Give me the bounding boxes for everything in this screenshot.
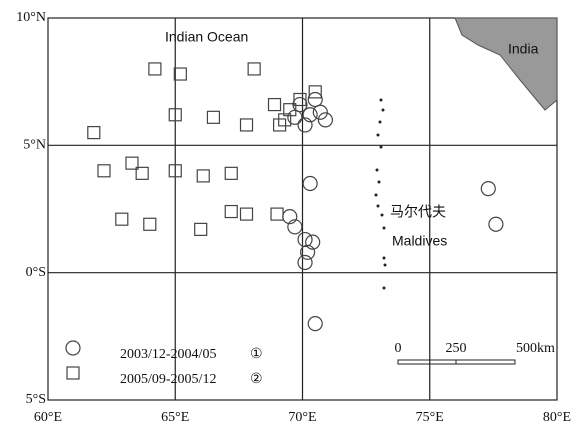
- data-point: [287, 219, 303, 235]
- data-point: [480, 181, 496, 197]
- data-point: [307, 91, 323, 108]
- data-point: [297, 117, 313, 133]
- data-point: [148, 62, 162, 76]
- data-point: [283, 103, 297, 117]
- annotation: Maldives: [392, 233, 447, 249]
- data-point: [302, 107, 318, 123]
- legend-label: 2003/12-2004/05: [120, 347, 216, 362]
- annotation: 马尔代夫: [390, 204, 446, 220]
- data-point: [297, 254, 313, 271]
- x-tick-label: 75°E: [416, 410, 444, 425]
- data-point: [97, 164, 111, 178]
- data-point: [267, 97, 282, 112]
- data-point: [292, 96, 308, 113]
- data-point: [305, 234, 321, 250]
- data-point: [299, 244, 316, 260]
- data-point: [247, 62, 261, 76]
- data-point: [272, 118, 287, 132]
- annotation: India: [508, 41, 539, 57]
- y-tick-label: 0°S: [26, 265, 46, 280]
- data-point: [168, 108, 182, 122]
- annotation: Indian Ocean: [165, 29, 248, 45]
- maldives-islands: [374, 98, 387, 290]
- data-point: [125, 156, 139, 170]
- x-tick-label: 65°E: [161, 410, 189, 425]
- y-tick-label: 5°S: [26, 392, 46, 407]
- data-point: [312, 104, 328, 120]
- legend-number: ①: [250, 347, 263, 362]
- data-point: [302, 175, 318, 192]
- annotation: 250: [446, 341, 467, 356]
- data-point: [224, 166, 238, 180]
- data-point: [308, 85, 322, 99]
- data-point: [87, 125, 101, 140]
- data-point: [307, 316, 323, 332]
- legend-marker: [65, 340, 81, 356]
- legend-label: 2005/09-2005/12: [120, 372, 216, 387]
- data-point: [278, 113, 292, 127]
- data-point: [206, 110, 221, 124]
- annotation: 500km: [516, 341, 555, 356]
- y-tick-label: 10°N: [16, 10, 46, 25]
- scale-bar: [397, 359, 516, 365]
- annotation: 0: [395, 341, 402, 356]
- x-tick-label: 70°E: [288, 410, 316, 425]
- data-point: [168, 164, 182, 178]
- india-land: [454, 17, 558, 111]
- data-point: [239, 207, 254, 221]
- data-point: [135, 166, 149, 180]
- y-tick-label: 5°N: [23, 138, 46, 153]
- data-point: [173, 67, 187, 81]
- legend-number: ②: [250, 372, 263, 387]
- data-point: [317, 112, 334, 128]
- data-point: [115, 212, 129, 226]
- data-point: [194, 222, 208, 236]
- data-point: [293, 92, 307, 107]
- data-point: [270, 207, 284, 221]
- data-point: [239, 118, 254, 132]
- data-point: [143, 217, 157, 231]
- x-tick-label: 60°E: [34, 410, 62, 425]
- x-tick-label: 80°E: [543, 410, 571, 425]
- legend-marker: [66, 366, 80, 380]
- data-point: [287, 109, 303, 125]
- data-point: [488, 216, 504, 232]
- data-point: [297, 231, 313, 248]
- data-point: [196, 169, 210, 183]
- data-point: [224, 204, 238, 219]
